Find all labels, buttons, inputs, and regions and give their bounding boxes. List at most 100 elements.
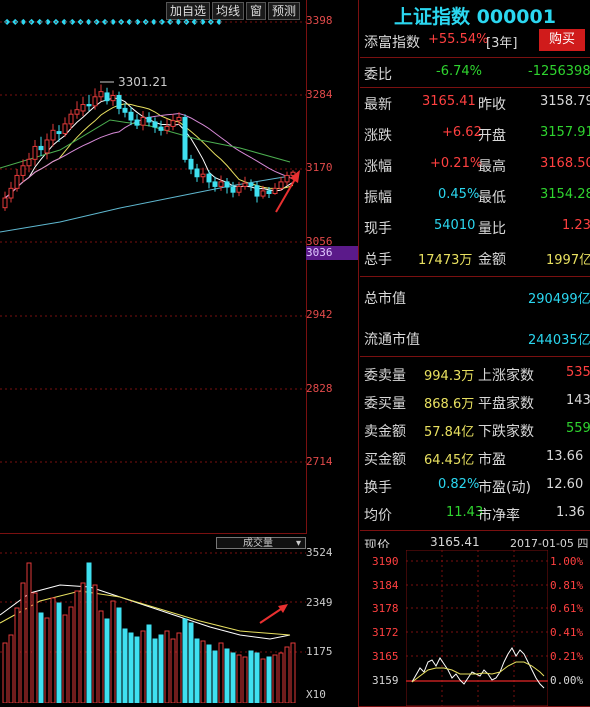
candle-body [248,182,254,187]
mini-right-tick: 0.61% [550,602,584,615]
candle-body [62,123,68,135]
volume-bar [80,582,86,703]
candle-body [200,173,206,178]
candle-body [56,131,62,135]
candle-body [128,111,134,121]
candle-body [194,168,200,178]
volume-bar [224,648,230,703]
candle-body [170,120,176,127]
current-hand-value: 54010 [434,218,476,233]
volume-ma5-line [0,584,291,640]
price-tick: 3056 [306,235,333,248]
chevron-down-icon: ▾ [295,538,301,549]
down-count-value: 559 [566,421,590,436]
partial-label: 现价 [364,539,391,548]
amount-value: 1997亿 [546,253,590,268]
candle-body [74,109,80,115]
total-hand-row: 总手 17473万 金额 1997亿 [362,243,590,273]
candle-body [164,125,170,131]
candle-body [182,116,188,160]
down-count-label: 下跌家数 [478,424,534,440]
change-value: +6.62 [442,125,482,140]
low-value: 3154.28 [540,187,590,202]
volume-bar [212,650,218,703]
volume-ratio-value: 1.23 [562,218,590,233]
volume-bar [206,644,212,703]
volume-bar [56,602,62,703]
volume-bar [200,640,206,703]
float-mktcap-label: 流通市值 [364,332,420,348]
candle-body [218,181,224,187]
volume-unit: X10 [306,688,326,701]
candle-body [140,116,146,126]
volume-bar [236,654,242,703]
mini-right-tick: 1.00% [550,555,584,568]
kline-panel[interactable] [0,0,307,534]
volume-bar [86,562,92,703]
fortune-label: 添富指数 [364,35,420,51]
candle-body [110,95,116,102]
mini-right-tick: 0.21% [550,650,584,663]
forecast-button[interactable]: 预测 [268,2,301,20]
sell-amt-row: 卖金额 57.84亿 下跌家数 559 [362,415,590,445]
volume-bar [20,582,26,703]
volume-trend-arrow-icon [259,604,288,624]
candle-body [242,182,248,187]
candle-body [188,158,194,170]
volume-bar [272,654,278,703]
volume-bar [62,614,68,703]
current-hand-row: 现手 54010 量比 1.23 [362,212,590,242]
candle-body [176,116,182,122]
volume-bar [194,638,200,703]
volume-tick: 1175 [306,645,333,658]
committee-ratio-value: -1256398 [528,64,590,79]
avg-price-row: 均价 11.43 市净率 1.36 [362,499,588,529]
candle-body [272,187,278,194]
intraday-mini-chart[interactable] [406,550,548,706]
change-label: 涨跌 [364,128,392,144]
volume-bar [170,638,176,703]
buy-button[interactable]: 购买 [539,29,585,51]
trend-arrow-icon [275,170,300,213]
event-markers[interactable]: ◆◆◆◆◆◆◆◆◆◆◆◆◆◆◆◆◆◆◆◆◆◆◆◆◆◆◆ [4,17,225,26]
candle-body [266,190,272,194]
volume-indicator-select[interactable]: 成交量 ▾ [216,537,306,549]
volume-bar [182,618,188,703]
partial-price: 3165.41 [430,535,480,548]
volume-bar [2,642,8,703]
total-hand-label: 总手 [364,252,392,268]
avg-price-label: 均价 [364,508,392,524]
volume-bar [8,634,14,703]
intraday-avg-line [411,661,545,683]
volume-bar [26,562,32,703]
float-mktcap-value: 244035亿 [528,333,590,348]
sell-amt-label: 卖金额 [364,424,406,440]
volume-chart[interactable] [0,535,306,703]
open-label: 开盘 [478,128,506,144]
candlestick-chart[interactable]: 3301.21 [0,0,306,533]
volume-bar [140,630,146,703]
volume-bar [128,632,134,703]
turnover-row: 换手 0.82% 市盈(动) 12.60 [362,471,588,501]
avg-price-value: 11.43 [446,505,484,520]
volume-bar [152,638,158,703]
volume-bar [242,656,248,703]
volume-bar [122,628,128,703]
amount-label: 金额 [478,252,506,268]
price-tick: 3284 [306,88,333,101]
candle-body [254,185,260,197]
volume-bar [68,606,74,703]
candle-body [20,165,26,176]
window-button[interactable]: 窗 [246,2,267,20]
change-row: 涨跌 +6.62 开盘 3157.91 [362,119,590,149]
candle-body [260,190,266,197]
candle-body [68,113,74,125]
candle-body [50,129,56,141]
latest-label: 最新 [364,97,392,113]
mini-right-tick: 0.81% [550,579,584,592]
candle-body [98,91,104,98]
add-watchlist-button[interactable]: 加自选 [166,2,211,20]
volume-bar [158,634,164,703]
moving-average-button[interactable]: 均线 [212,2,245,20]
volume-bar [188,622,194,703]
